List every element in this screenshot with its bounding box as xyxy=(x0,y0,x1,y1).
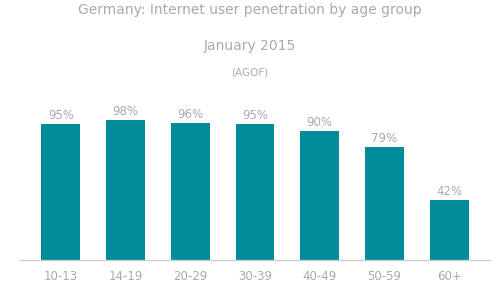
Text: (AGOF): (AGOF) xyxy=(232,67,268,77)
Bar xyxy=(106,120,145,260)
Text: 96%: 96% xyxy=(177,108,204,121)
Text: January 2015: January 2015 xyxy=(204,39,296,53)
Bar xyxy=(42,124,80,260)
Bar xyxy=(236,124,275,260)
Text: 95%: 95% xyxy=(48,109,74,122)
Text: 95%: 95% xyxy=(242,109,268,122)
Text: Germany: Internet user penetration by age group: Germany: Internet user penetration by ag… xyxy=(78,3,422,17)
Text: 42%: 42% xyxy=(436,185,462,198)
Bar xyxy=(430,200,469,260)
Text: 79%: 79% xyxy=(372,132,398,145)
Text: 90%: 90% xyxy=(306,116,332,129)
Text: 98%: 98% xyxy=(112,105,138,118)
Bar xyxy=(365,147,404,260)
Bar xyxy=(171,123,209,260)
Bar xyxy=(300,132,339,260)
